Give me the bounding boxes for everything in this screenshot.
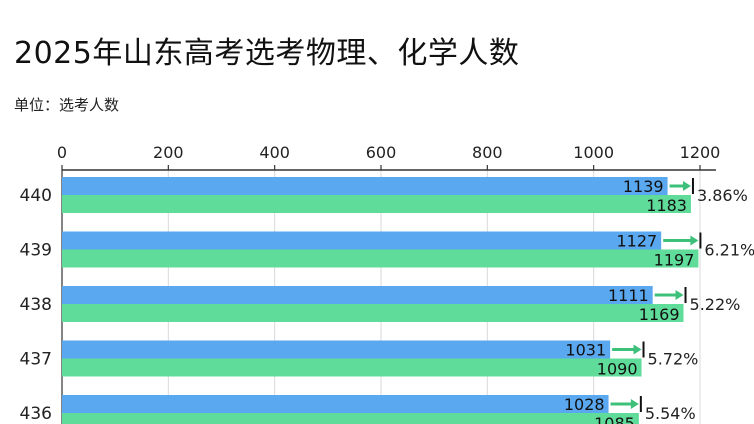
chemistry-value-label: 1085 [594, 414, 635, 424]
physics-bar [62, 395, 609, 413]
physics-bar [62, 231, 662, 250]
unit-label: 单位：选考人数 [14, 96, 120, 114]
chemistry-bar [62, 413, 639, 424]
physics-bar [62, 177, 668, 195]
category-label: 436 [20, 404, 52, 424]
change-arrow-head [630, 399, 639, 409]
change-percent-label: 3.86% [697, 186, 748, 205]
physics-value-label: 1127 [616, 232, 657, 251]
x-tick-label: 200 [153, 143, 184, 162]
physics-value-label: 1028 [564, 395, 605, 414]
change-percent-label: 5.22% [690, 295, 741, 314]
change-arrow-head [690, 235, 699, 246]
change-percent-label: 5.72% [648, 350, 699, 369]
x-tick-label: 600 [366, 143, 397, 162]
physics-bar [62, 340, 611, 359]
physics-value-label: 1139 [623, 177, 664, 196]
chemistry-bar [62, 195, 691, 213]
chemistry-bar [62, 358, 642, 377]
x-tick-label: 0 [57, 143, 67, 162]
chemistry-value-label: 1169 [639, 305, 680, 324]
physics-bar [62, 286, 653, 304]
chemistry-value-label: 1197 [654, 251, 695, 270]
change-arrow-head [633, 344, 642, 355]
physics-value-label: 1031 [565, 341, 606, 360]
x-tick-label: 1000 [573, 143, 614, 162]
physics-value-label: 1111 [608, 286, 649, 305]
change-percent-label: 6.21% [704, 241, 754, 260]
x-tick-label: 1200 [680, 143, 721, 162]
change-percent-label: 5.54% [645, 404, 696, 423]
chemistry-bar [62, 304, 684, 322]
category-label: 437 [20, 350, 52, 370]
change-arrow-head [682, 181, 691, 191]
category-label: 438 [20, 295, 52, 315]
category-label: 440 [20, 186, 52, 206]
category-label: 439 [20, 241, 52, 261]
chart-title: 2025年山东高考选考物理、化学人数 [14, 36, 520, 71]
chemistry-value-label: 1183 [646, 196, 687, 215]
change-arrow-head [675, 290, 684, 300]
chemistry-bar [62, 249, 699, 268]
x-tick-label: 800 [472, 143, 503, 162]
x-tick-label: 400 [259, 143, 290, 162]
chemistry-value-label: 1090 [597, 360, 638, 379]
